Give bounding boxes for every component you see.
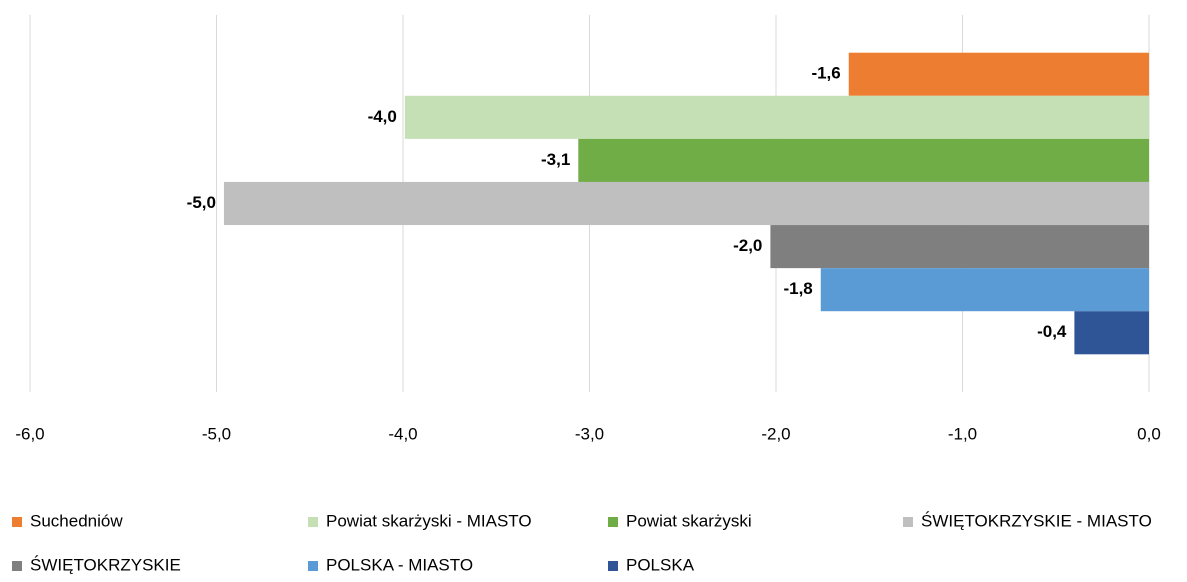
bar [223, 181, 1149, 226]
bar [1074, 311, 1149, 355]
legend-label: ŚWIĘTOKRZYSKIE - MIASTO [921, 511, 1152, 530]
data-label: -1,6 [811, 64, 840, 83]
bar [820, 268, 1149, 312]
legend-label: POLSKA - MIASTO [326, 555, 473, 574]
data-label: -5,0 [187, 193, 216, 212]
legend-swatch [308, 561, 318, 571]
legend-swatch [12, 561, 22, 571]
data-label: -2,0 [733, 236, 762, 255]
legend-swatch [308, 517, 318, 527]
legend-label: POLSKA [626, 555, 695, 574]
x-tick-label: -5,0 [202, 424, 231, 443]
bar [848, 52, 1149, 96]
bar [404, 95, 1149, 139]
legend-swatch [608, 561, 618, 571]
x-tick-label: 0,0 [1137, 424, 1161, 443]
data-label: -3,1 [541, 150, 570, 169]
legend-swatch [12, 517, 22, 527]
legend-swatch [903, 517, 913, 527]
data-label: -0,4 [1037, 322, 1067, 341]
legend-label: ŚWIĘTOKRZYSKIE [30, 555, 181, 574]
data-label: -1,8 [783, 279, 812, 298]
legend-label: Powiat skarżyski [626, 511, 752, 530]
bar [770, 225, 1149, 269]
legend-label: Powiat skarżyski - MIASTO [326, 511, 532, 530]
x-tick-label: -1,0 [948, 424, 977, 443]
legend-label: Suchedniów [30, 511, 123, 530]
data-label: -4,0 [368, 107, 397, 126]
x-tick-label: -4,0 [388, 424, 417, 443]
x-tick-label: -6,0 [15, 424, 44, 443]
legend-swatch [608, 517, 618, 527]
x-tick-label: -2,0 [761, 424, 790, 443]
bar [578, 138, 1149, 182]
x-tick-label: -3,0 [575, 424, 604, 443]
